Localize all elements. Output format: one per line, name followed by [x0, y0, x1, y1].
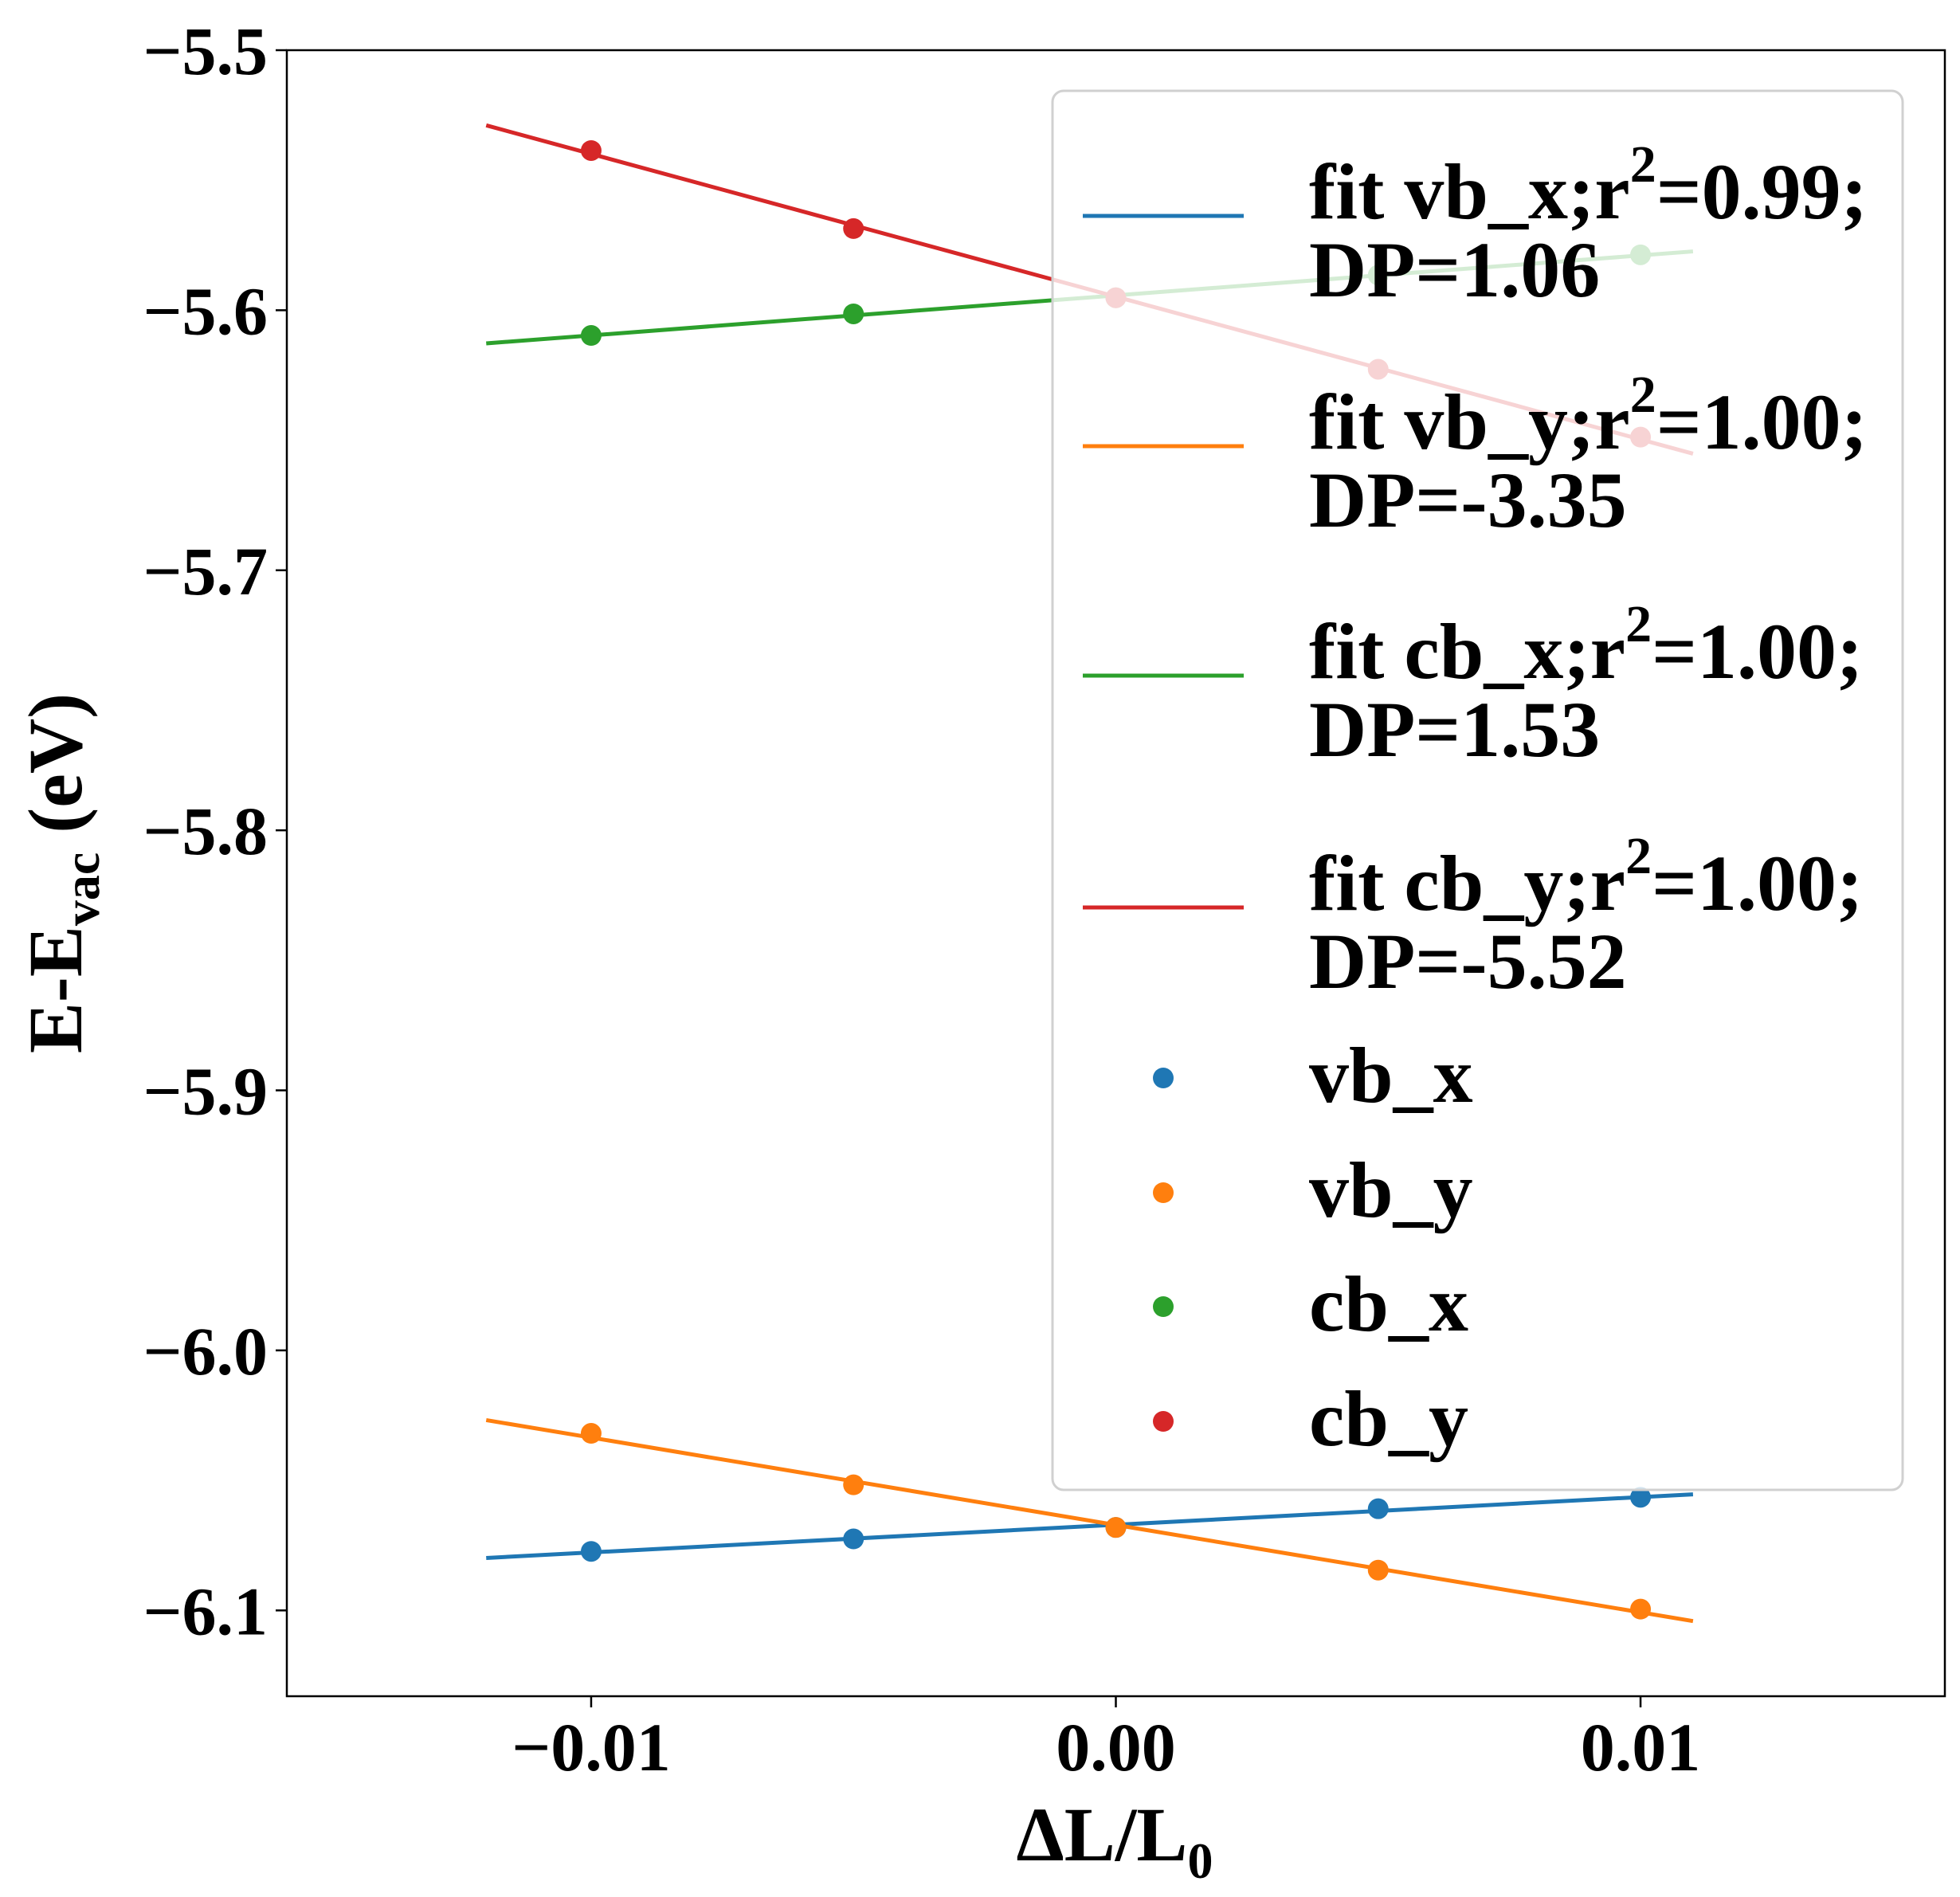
data-point-vb_y [1367, 1559, 1389, 1581]
y-tick-label: −5.6 [143, 272, 268, 349]
data-point-cb_y [843, 218, 864, 239]
data-point-vb_y [1105, 1517, 1127, 1538]
legend-label-cb_x: cb_x [1309, 1260, 1468, 1348]
x-axis-label: ΔL/L0 [1017, 1792, 1213, 1889]
legend-dp-value-cb_y: DP=-5.52 [1309, 917, 1627, 1005]
legend-dp-value-vb_x: DP=1.06 [1309, 225, 1600, 314]
legend-fit-text: fit vb_y;r [1309, 378, 1630, 466]
legend-label-fit-vb_y: fit vb_y;r2=1.00; [1309, 366, 1868, 466]
legend-superscript: 2 [1625, 595, 1652, 653]
data-point-vb_x [843, 1528, 864, 1550]
legend-marker-vb_y [1153, 1182, 1174, 1203]
legend-r2-value: =1.00; [1652, 607, 1863, 696]
legend-r2-value: =1.00; [1656, 378, 1868, 466]
y-tick-label: −5.8 [143, 793, 268, 869]
legend-fit-text: fit vb_x;r [1309, 147, 1630, 236]
y-axis-label: E-Evac (eV) [13, 693, 110, 1053]
legend-r2-value: =0.99; [1656, 147, 1868, 236]
legend-superscript: 2 [1625, 827, 1652, 885]
legend-superscript: 2 [1630, 366, 1656, 424]
legend-label-vb_x: vb_x [1309, 1031, 1473, 1119]
data-point-vb_x [1630, 1487, 1652, 1508]
legend-r2-value: =1.00; [1652, 839, 1863, 927]
x-tick-label: 0.01 [1581, 1709, 1701, 1785]
legend-label-fit-cb_x: fit cb_x;r2=1.00; [1309, 595, 1863, 696]
legend-marker-vb_x [1153, 1068, 1174, 1088]
legend-dp-value-vb_y: DP=-3.35 [1309, 456, 1627, 544]
x-tick-label: 0.00 [1056, 1709, 1176, 1785]
fit-line-vb_y [485, 1417, 1694, 1624]
y-tick-label: −6.1 [143, 1573, 268, 1649]
data-point-vb_y [843, 1474, 864, 1495]
legend-label-cb_y: cb_y [1309, 1374, 1468, 1463]
legend-label-vb_y: vb_y [1309, 1146, 1473, 1234]
legend-fit-text: fit cb_y;r [1309, 839, 1625, 927]
legend-marker-cb_y [1153, 1411, 1174, 1432]
y-tick-label: −5.9 [143, 1053, 268, 1130]
data-point-vb_x [1367, 1498, 1389, 1519]
legend-fit-text: fit cb_x;r [1309, 607, 1625, 696]
data-point-cb_y [580, 139, 602, 161]
x-tick-label: −0.01 [512, 1709, 671, 1785]
axis-ticks: −0.01 0.00 0.01 −5.5 −5.6 −5.7 −5.8 −5.9 −6.0 −6.… [143, 13, 1700, 1785]
y-tick-label: −5.5 [143, 13, 268, 89]
y-tick-label: −5.7 [143, 533, 268, 609]
legend-marker-cb_x [1153, 1296, 1174, 1317]
legend-label-fit-vb_x: fit vb_x;r2=0.99; [1309, 135, 1868, 236]
data-point-cb_x [843, 303, 864, 324]
legend-dp-value-cb_x: DP=1.53 [1309, 685, 1600, 774]
data-point-vb_y [1630, 1598, 1652, 1620]
data-point-cb_x [580, 325, 602, 347]
legend-superscript: 2 [1630, 135, 1656, 194]
fit-line-vb_x [486, 1492, 1694, 1560]
y-tick-label: −6.0 [143, 1313, 268, 1389]
data-point-vb_y [580, 1423, 602, 1444]
legend-label-fit-cb_y: fit cb_y;r2=1.00; [1309, 827, 1863, 927]
legend-box [1051, 89, 1904, 1491]
data-point-vb_x [580, 1541, 602, 1562]
